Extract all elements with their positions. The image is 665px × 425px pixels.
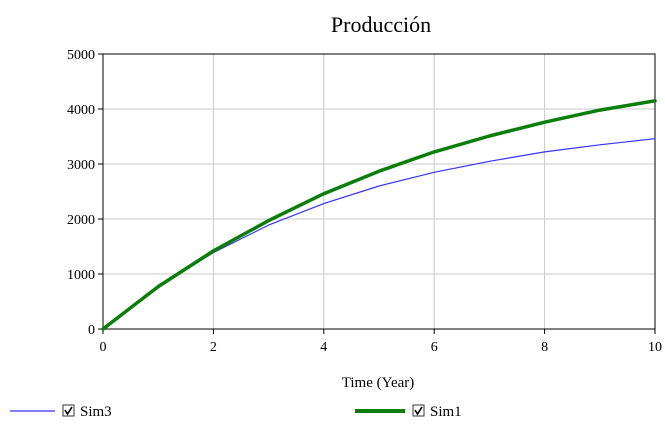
y-tick-label: 2000 — [67, 213, 95, 228]
x-tick-label: 10 — [648, 340, 662, 355]
checkmark-icon — [64, 406, 73, 416]
x-tick-label: 6 — [431, 340, 438, 355]
checkmark-icon — [414, 406, 423, 416]
legend-checkbox-sim3[interactable] — [62, 404, 75, 417]
series-line-sim3 — [102, 138, 656, 330]
legend-label-sim1: Sim1 — [430, 404, 462, 420]
axis-ticks: 0 2 4 6 8 10 0 1000 2000 3000 4000 5000 — [67, 48, 662, 355]
x-tick-label: 4 — [320, 340, 327, 355]
grid-lines — [103, 54, 655, 329]
series-line-sim1 — [101, 99, 657, 331]
y-tick-label: 3000 — [67, 158, 95, 173]
y-tick-label: 4000 — [67, 103, 95, 118]
plot-frame — [102, 53, 656, 330]
x-tick-label: 0 — [100, 340, 107, 355]
x-tick-label: 2 — [210, 340, 217, 355]
y-tick-label: 0 — [88, 323, 95, 338]
series-lines — [101, 99, 657, 331]
chart-title: Producción — [331, 12, 431, 37]
x-axis-title: Time (Year) — [342, 375, 415, 391]
legend-checkbox-sim1[interactable] — [412, 404, 425, 417]
y-tick-label: 1000 — [67, 268, 95, 283]
y-tick-label: 5000 — [67, 48, 95, 63]
x-tick-label: 8 — [541, 340, 548, 355]
legend-label-sim3: Sim3 — [80, 404, 112, 420]
legend: Sim3 Sim1 — [10, 404, 462, 420]
